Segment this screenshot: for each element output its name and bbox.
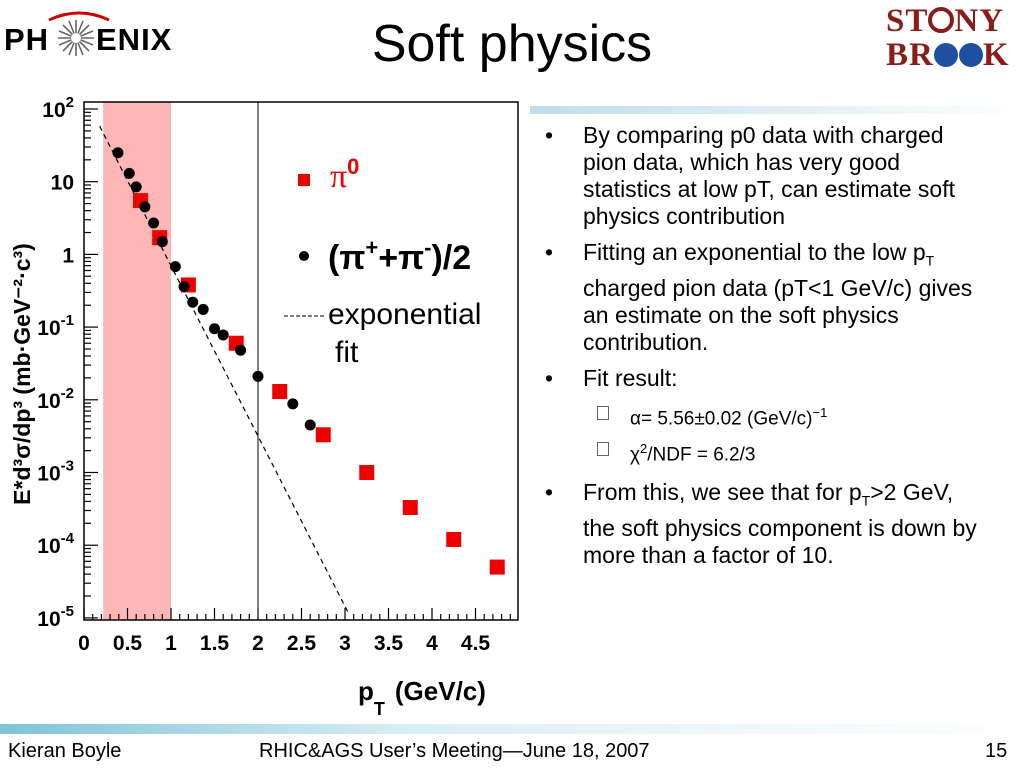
- charged-pion-point: [112, 147, 124, 159]
- pi0-point: [489, 559, 505, 575]
- bullet-3-text: Fit result:: [583, 364, 678, 391]
- bullet-4-text: From this, we see that for p: [583, 479, 862, 506]
- charged-pion-point: [130, 181, 142, 193]
- square-bullet-icon: [597, 405, 609, 420]
- x-tick-label: 3: [339, 632, 351, 655]
- bullet-3: • Fit result:: [545, 364, 678, 391]
- charged-pion-point: [252, 370, 264, 382]
- chi-symbol: χ: [630, 444, 640, 466]
- pi0-point: [315, 427, 331, 443]
- x-tick-label: 0: [78, 632, 90, 655]
- charged-pion-point: [209, 323, 220, 335]
- page-number: 15: [985, 740, 1008, 762]
- x-tick-label: 4: [426, 632, 438, 655]
- y-tick-label: 102: [42, 94, 74, 122]
- footer-bar: [0, 724, 1024, 734]
- subbullet-alpha: α= 5.56±0.02 (GeV/c)−1: [545, 401, 985, 431]
- x-tick-label: 0.5: [113, 632, 143, 655]
- y-tick-label: 10-1: [37, 312, 74, 340]
- bullet-1: • By comparing p0 data with charged pion …: [545, 122, 955, 229]
- charged-pion-point: [156, 236, 168, 248]
- alpha-symbol: α: [630, 407, 641, 429]
- spectrum-chart: 102 10 1 10-1 10-2 10-3 10-4 10-5 0 0.5 1 1.5 2 2.5 3…: [9, 94, 519, 719]
- x-tick-label: 1: [165, 632, 177, 655]
- legend-pi0-label: π0: [330, 154, 359, 195]
- logo-phenix-part1: PH: [4, 22, 50, 57]
- subbullet-chi2: χ2/NDF = 6.2/3: [545, 437, 985, 467]
- chi2-value: /NDF = 6.2/3: [647, 444, 756, 466]
- footer-author: Kieran Boyle: [8, 740, 122, 762]
- charged-pion-point: [187, 296, 199, 308]
- footer-meeting: RHIC&AGS User’s Meeting—June 18, 2007: [259, 740, 650, 762]
- stony-brook-logo: ST NY BR K: [886, 4, 1022, 74]
- bullet-2-text-end: charged pion data (pT<1 GeV/c) gives an …: [583, 274, 973, 355]
- bullet-2-text: Fitting an exponential to the low p: [583, 239, 926, 265]
- legend-fit-label-2: fit: [335, 336, 359, 369]
- y-tick-label: 10: [51, 172, 74, 195]
- y-tick-label: 10-3: [37, 458, 74, 486]
- x-tick-label: 3.5: [374, 632, 404, 655]
- pi0-point: [446, 531, 462, 547]
- charged-pion-point: [217, 329, 229, 341]
- x-tick-label: 2.5: [287, 632, 317, 655]
- legend-charged-marker: [299, 251, 309, 261]
- logo-sb-line2: BR K: [886, 38, 1010, 72]
- fit-range-band: [103, 102, 171, 620]
- logo-sb-globe1-icon: [933, 43, 958, 67]
- charged-pion-point: [304, 419, 316, 431]
- y-axis-title: E*d³σ/dp³ (mb·GeV⁻²·c³): [9, 243, 35, 505]
- phenix-logo: PH ENIX: [4, 10, 174, 60]
- alpha-unit-sup: −1: [812, 404, 828, 420]
- bullet-1-text: By comparing p0 data with charged pion d…: [583, 122, 955, 229]
- charged-pion-point: [287, 398, 299, 410]
- pi0-point: [359, 465, 375, 480]
- phenix-star-icon: [58, 20, 94, 56]
- x-axis-title: pT(GeV/c): [358, 676, 486, 719]
- logo-sb-br: BR: [886, 37, 934, 73]
- logo-sb-ny: NY: [954, 3, 1005, 39]
- square-bullet-icon: [597, 441, 609, 456]
- y-tick-label: 10-4: [37, 530, 74, 558]
- y-tick-label: 10-5: [37, 603, 74, 631]
- logo-sb-k: K: [982, 37, 1010, 73]
- charged-pion-point: [123, 167, 135, 179]
- bullet-4-sub: T: [861, 492, 871, 509]
- x-tick-label: 2: [252, 632, 264, 655]
- y-tick-label: 10-2: [37, 385, 74, 413]
- logo-phenix-part2: ENIX: [96, 22, 173, 57]
- bullet-4-text-end: >2 GeV, the soft physics component is do…: [583, 479, 977, 568]
- logo-sb-st: ST: [886, 3, 929, 39]
- charged-pion-point: [178, 281, 190, 293]
- legend-charged-label: (π++π-)/2: [328, 235, 471, 277]
- bullet-list: • By comparing p0 data with charged pion …: [545, 122, 985, 578]
- bullet-2: • Fitting an exponential to the low pT ch…: [545, 239, 973, 355]
- logo-sb-line1: ST NY: [886, 4, 1004, 38]
- bullet-4: • From this, we see that for pT>2 GeV, th…: [545, 479, 977, 568]
- charged-pion-point: [169, 261, 181, 273]
- legend-fit-label: exponential: [328, 298, 481, 331]
- y-tick-label: 1: [62, 244, 74, 267]
- charged-pion-point: [139, 201, 151, 213]
- header-bar: [530, 106, 1024, 114]
- x-tick-label: 1.5: [200, 632, 230, 655]
- logo-sb-o-icon: [928, 7, 955, 33]
- bullet-2-sub: T: [925, 252, 935, 269]
- page-title: Soft physics: [371, 15, 653, 73]
- charged-pion-point: [235, 344, 247, 356]
- charged-pion-point: [197, 303, 209, 315]
- chi-sup: 2: [639, 440, 648, 456]
- logo-sb-globe2-icon: [958, 43, 983, 67]
- charged-pion-point: [148, 217, 160, 229]
- pi0-point: [402, 500, 418, 516]
- phenix-arc-icon: [48, 11, 110, 22]
- legend-pi0-marker: [298, 174, 310, 186]
- pi0-point: [272, 384, 288, 400]
- x-tick-label: 4.5: [461, 632, 491, 655]
- alpha-value: = 5.56±0.02 (GeV/c): [640, 407, 813, 429]
